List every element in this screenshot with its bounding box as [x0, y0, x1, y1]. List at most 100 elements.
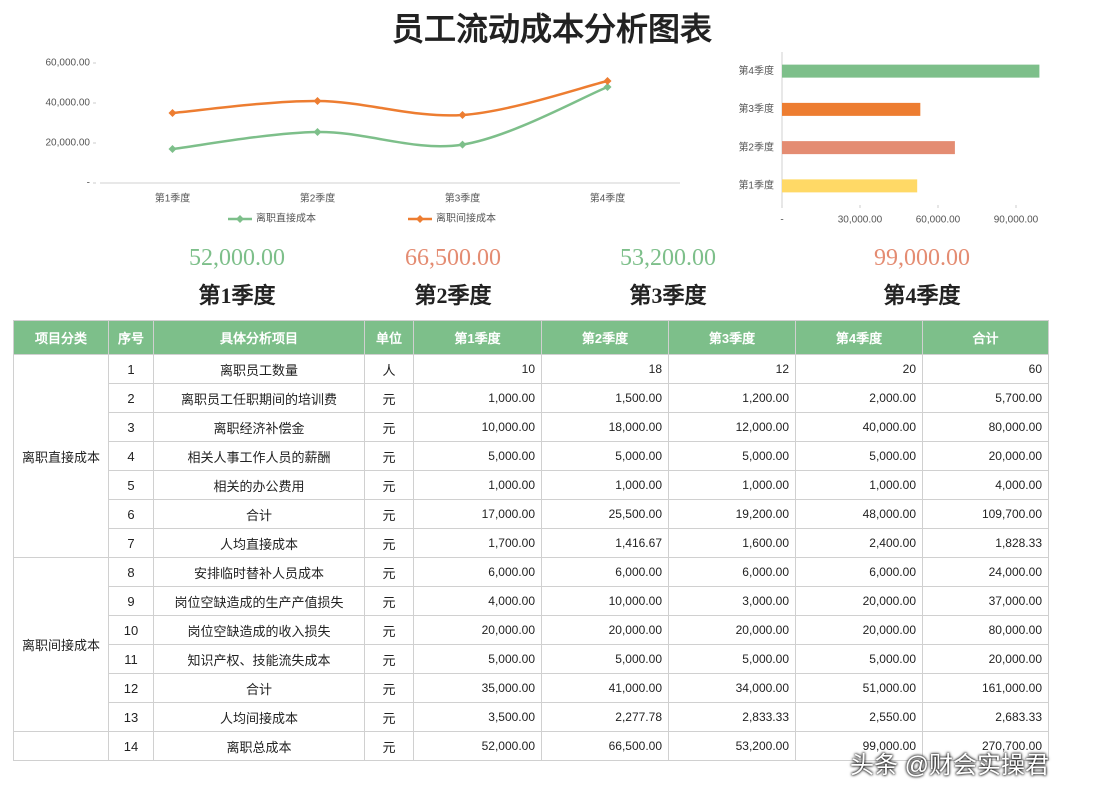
cell: 6	[108, 499, 154, 529]
cell: 1,000.00	[795, 470, 923, 500]
series-line	[172, 79, 608, 117]
cell: 20,000.00	[668, 615, 796, 645]
cell: 25,500.00	[541, 499, 669, 529]
card-label: 第4季度	[883, 283, 961, 308]
card-label: 第3季度	[629, 283, 707, 308]
header-cell: 第4季度	[795, 320, 923, 355]
point	[603, 77, 612, 85]
cell: 离职总成本	[153, 731, 365, 761]
table-row: 10 岗位空缺造成的收入损失元 20,000.00 20,000.00 20,000.0…	[14, 615, 1049, 645]
cell: 2,000.00	[795, 383, 923, 413]
y-tick-label: 第4季度	[738, 64, 774, 77]
cell: 元	[364, 644, 414, 674]
card-amount: 99,000.00	[874, 245, 970, 271]
cell: 岗位空缺造成的收入损失	[153, 615, 365, 645]
y-tick-label: 第2季度	[738, 140, 774, 153]
cell: 20,000.00	[922, 644, 1049, 674]
cell: 270,700.00	[922, 731, 1049, 761]
point	[603, 83, 612, 91]
x-tick-label: 第1季度	[155, 192, 191, 205]
cell: 6,000.00	[795, 557, 923, 587]
cell: 6,000.00	[413, 557, 542, 587]
legend-marker	[416, 215, 424, 223]
cell: 18,000.00	[541, 412, 669, 442]
cell: 5,000.00	[668, 441, 796, 471]
header-cell: 具体分析项目	[153, 320, 365, 355]
table-row: 离职直接成本 1 离职员工数量人 10 18 12 20 60	[13, 354, 1049, 558]
cell: 5	[108, 470, 154, 500]
cell: 1	[108, 354, 154, 384]
cell: 离职员工数量	[153, 354, 365, 384]
header-cell: 第1季度	[413, 320, 542, 355]
cell: 20,000.00	[795, 615, 923, 645]
cell: 3,000.00	[668, 586, 796, 616]
table-row: 3 离职经济补偿金元 10,000.00 18,000.00 12,000.00 40,0…	[14, 412, 1049, 442]
cell: 知识产权、技能流失成本	[153, 644, 365, 674]
point	[313, 128, 322, 136]
cell: 元	[364, 586, 414, 616]
card-label: 第2季度	[414, 283, 492, 308]
bar	[782, 64, 1040, 78]
total-row: 14 离职总成本元 52,000.00 66,500.00 53,200.00 99,00…	[13, 731, 1049, 761]
cell: 3	[108, 412, 154, 442]
bar	[782, 102, 921, 116]
card-amount: 66,500.00	[405, 245, 501, 271]
cell: 53,200.00	[668, 731, 796, 761]
x-tick-label: 60,000.00	[916, 215, 961, 226]
cell: 18	[541, 354, 669, 384]
table-row: 11 知识产权、技能流失成本元 5,000.00 5,000.00 5,000.00 5,…	[14, 644, 1049, 674]
cell: 40,000.00	[795, 412, 923, 442]
legend-label: 离职间接成本	[436, 212, 496, 225]
cell: 6,000.00	[541, 557, 669, 587]
series-line	[172, 85, 608, 151]
cell: 5,700.00	[922, 383, 1049, 413]
y-tick-label: 60,000.00	[46, 58, 91, 69]
cell: 5,000.00	[541, 441, 669, 471]
cell: 51,000.00	[795, 673, 923, 703]
cell: 元	[364, 615, 414, 645]
cell: 109,700.00	[922, 499, 1049, 529]
cell: 20,000.00	[795, 586, 923, 616]
x-tick-label: 90,000.00	[994, 215, 1039, 226]
header-cell: 第2季度	[541, 320, 669, 355]
header-cell: 合计	[922, 320, 1049, 355]
cell: 2,833.33	[668, 702, 796, 732]
cell: 2	[108, 383, 154, 413]
y-tick-label: 第3季度	[738, 102, 774, 115]
cell: 6,000.00	[668, 557, 796, 587]
table-row: 7 人均直接成本元 1,700.00 1,416.67 1,600.00 2,400.00…	[14, 528, 1049, 558]
cell: 17,000.00	[413, 499, 542, 529]
cell: 24,000.00	[922, 557, 1049, 587]
table-row: 4 相关人事工作人员的薪酬元 5,000.00 5,000.00 5,000.00 5,0…	[14, 441, 1049, 471]
cell: 12	[668, 354, 796, 384]
cell: 1,600.00	[668, 528, 796, 558]
cell: 2,400.00	[795, 528, 923, 558]
empty-cell	[13, 731, 109, 761]
cell: 元	[364, 499, 414, 529]
cell: 元	[364, 441, 414, 471]
cell: 安排临时替补人员成本	[153, 557, 365, 587]
bar	[782, 141, 955, 155]
cell: 34,000.00	[668, 673, 796, 703]
cell: 11	[108, 644, 154, 674]
cell: 人均间接成本	[153, 702, 365, 732]
group-cell: 离职间接成本	[13, 557, 109, 732]
cell: 10,000.00	[541, 586, 669, 616]
y-tick-label: 第1季度	[738, 179, 774, 192]
cell: 元	[364, 383, 414, 413]
legend-marker	[236, 215, 244, 223]
cell: 元	[364, 731, 414, 761]
cell: 1,828.33	[922, 528, 1049, 558]
cell: 5,000.00	[668, 644, 796, 674]
cell: 10,000.00	[413, 412, 542, 442]
cell: 10	[108, 615, 154, 645]
cell: 80,000.00	[922, 615, 1049, 645]
cell: 161,000.00	[922, 673, 1049, 703]
cell: 相关的办公费用	[153, 470, 365, 500]
card-amount: 53,200.00	[620, 245, 716, 271]
header-cell: 序号	[108, 320, 154, 355]
cell: 5,000.00	[413, 441, 542, 471]
cell: 12	[108, 673, 154, 703]
